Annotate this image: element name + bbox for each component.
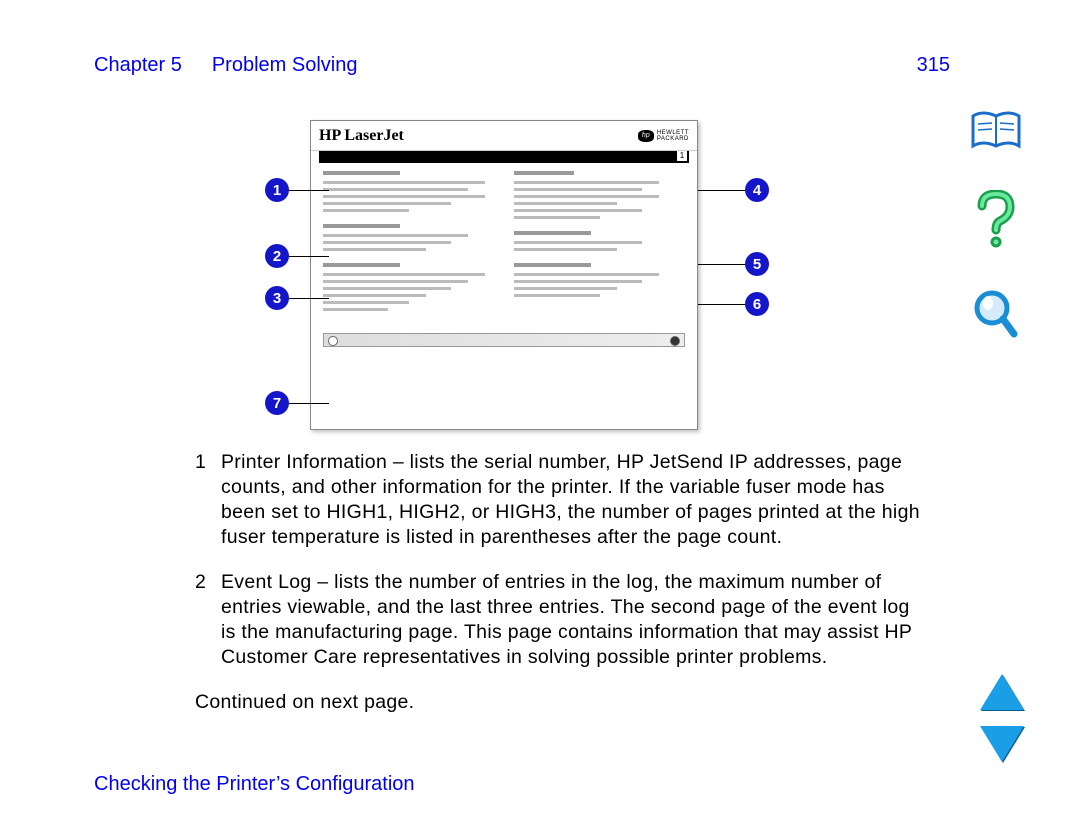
callout-badge: 5: [745, 252, 769, 276]
prev-page-arrow-icon[interactable]: [980, 674, 1024, 710]
printout-title: HP LaserJet: [319, 127, 404, 145]
chapter-title[interactable]: Problem Solving: [212, 54, 358, 77]
lead-line: [289, 403, 329, 404]
help-icon[interactable]: [972, 190, 1020, 250]
callout-badge: 1: [265, 178, 289, 202]
callout-badge: 6: [745, 292, 769, 316]
page-number: 315: [917, 54, 950, 77]
list-item: 1 Printer Information – lists the serial…: [195, 450, 930, 550]
lead-line: [698, 190, 745, 191]
printout-toner-gauge: [323, 333, 685, 347]
callout-badge: 2: [265, 244, 289, 268]
item-number: 2: [195, 570, 221, 670]
lead-line: [289, 256, 329, 257]
lead-line: [698, 264, 745, 265]
callout-badge: 3: [265, 286, 289, 310]
page-header: Chapter 5 Problem Solving 315: [94, 54, 960, 77]
next-page-arrow-icon[interactable]: [980, 726, 1024, 762]
list-item: 2 Event Log – lists the number of entrie…: [195, 570, 930, 670]
callout-badge: 4: [745, 178, 769, 202]
description-list: 1 Printer Information – lists the serial…: [195, 450, 930, 715]
contents-icon[interactable]: [969, 110, 1023, 152]
chapter-label[interactable]: Chapter 5: [94, 54, 182, 77]
lead-line: [698, 304, 745, 305]
lead-line: [289, 298, 329, 299]
section-footer[interactable]: Checking the Printer’s Configuration: [94, 773, 415, 796]
config-page-diagram: HP LaserJet hp HEWLETT PACKARD 1: [230, 120, 770, 430]
search-icon[interactable]: [972, 288, 1020, 344]
item-number: 1: [195, 450, 221, 550]
lead-line: [289, 190, 329, 191]
item-text: Printer Information – lists the serial n…: [221, 450, 930, 550]
callout-badge: 7: [265, 391, 289, 415]
item-text: Event Log – lists the number of entries …: [221, 570, 930, 670]
printout-titlebar: 1: [319, 151, 689, 163]
printout-preview: HP LaserJet hp HEWLETT PACKARD 1: [310, 120, 698, 430]
page-nav-arrows: [980, 674, 1024, 762]
hp-logo: hp HEWLETT PACKARD: [638, 130, 689, 142]
continued-label: Continued on next page.: [195, 690, 930, 715]
nav-icon-bar: [968, 110, 1024, 344]
